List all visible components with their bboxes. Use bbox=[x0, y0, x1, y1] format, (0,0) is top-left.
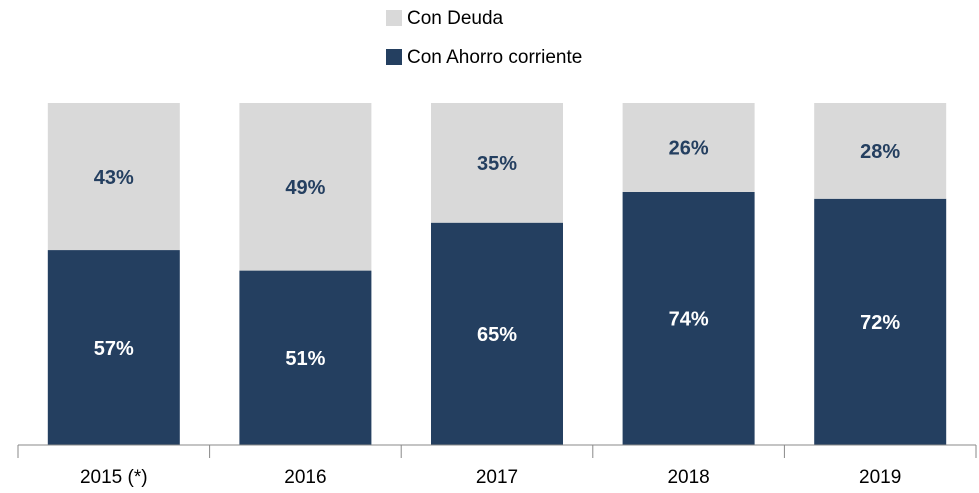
x-tick-label: 2018 bbox=[667, 467, 709, 488]
data-label: 28% bbox=[860, 141, 900, 163]
data-label: 26% bbox=[669, 138, 709, 160]
legend-swatch bbox=[386, 49, 402, 65]
data-label: 35% bbox=[477, 153, 517, 175]
data-label: 72% bbox=[860, 312, 900, 334]
bar-segment bbox=[622, 103, 755, 192]
x-tick-label: 2016 bbox=[284, 467, 326, 488]
data-label: 51% bbox=[285, 348, 325, 370]
x-tick-label: 2017 bbox=[476, 467, 518, 488]
bar-segment bbox=[431, 103, 563, 223]
bar-segment bbox=[814, 103, 947, 199]
bar-segment bbox=[239, 103, 372, 271]
data-label: 43% bbox=[94, 167, 134, 189]
bar-segment bbox=[47, 250, 180, 445]
bar-segment bbox=[622, 191, 755, 445]
data-label: 74% bbox=[669, 309, 709, 331]
bar-segment bbox=[431, 222, 563, 445]
x-tick-label: 2015 (*) bbox=[80, 467, 148, 488]
bar-segment bbox=[239, 270, 372, 445]
x-tick-label: 2019 bbox=[859, 467, 901, 488]
legend-label: Con Deuda bbox=[407, 8, 504, 29]
data-label: 49% bbox=[285, 177, 325, 199]
bar-segment bbox=[47, 103, 180, 251]
bar-segment bbox=[814, 198, 947, 445]
legend-swatch bbox=[386, 10, 402, 26]
data-label: 65% bbox=[477, 324, 517, 346]
data-label: 57% bbox=[94, 338, 134, 360]
legend-label: Con Ahorro corriente bbox=[407, 47, 582, 68]
